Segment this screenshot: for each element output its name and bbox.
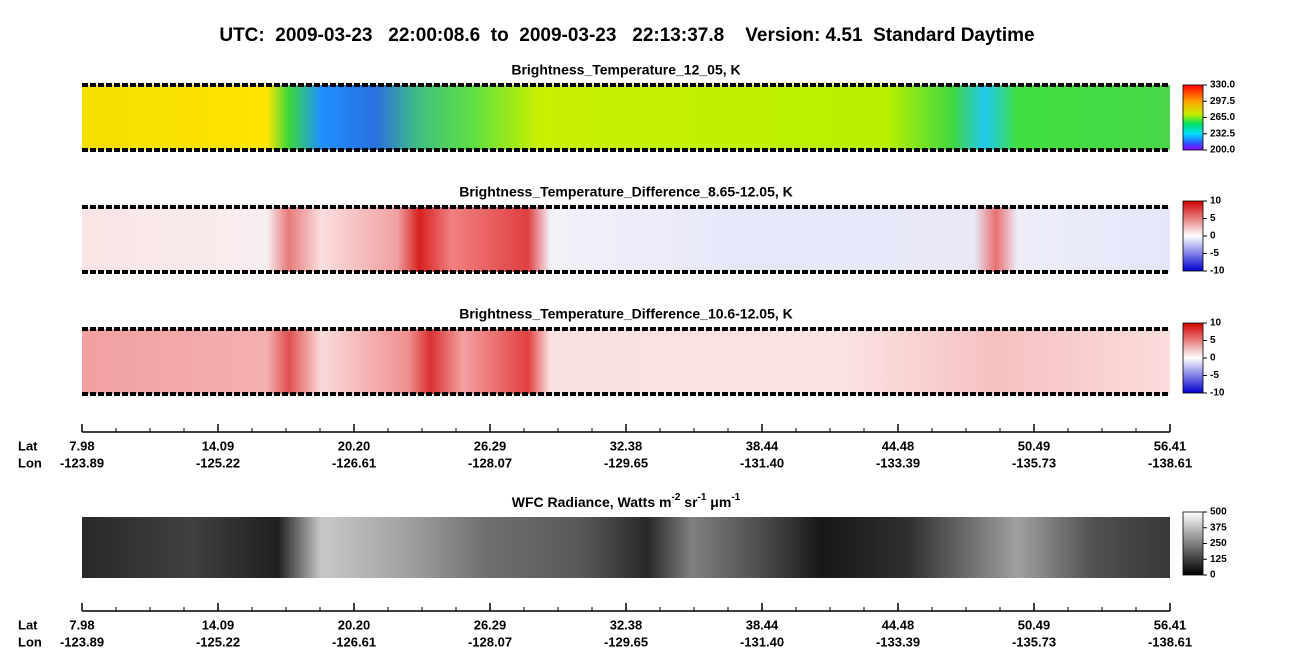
panel-title: Brightness_Temperature_12_05, K — [511, 62, 740, 78]
lat-label: 26.29 — [474, 438, 507, 453]
lon-label: -138.61 — [1148, 455, 1192, 470]
colorbar-label: 5 — [1210, 213, 1216, 224]
page-title: UTC: 2009-03-23 22:00:08.6 to 2009-03-23… — [219, 25, 1034, 46]
axis-label: Lon — [18, 455, 42, 470]
colorbar-label: -10 — [1210, 388, 1225, 399]
colorbar-label: 375 — [1210, 522, 1227, 533]
lon-label: -128.07 — [468, 634, 512, 649]
lat-label: 38.44 — [746, 617, 779, 632]
lat-label: 26.29 — [474, 617, 507, 632]
lat-label: 7.98 — [69, 438, 94, 453]
lon-label: -131.40 — [740, 634, 784, 649]
title-part: WFC Radiance, Watts m — [512, 494, 672, 510]
colorbar-label: 250 — [1210, 538, 1227, 549]
lat-label: 20.20 — [338, 438, 371, 453]
colorbar-label: 125 — [1210, 554, 1227, 565]
colorbar — [1182, 84, 1204, 151]
title-part: -1 — [731, 492, 740, 503]
colorbar-label: 200.0 — [1210, 145, 1235, 156]
title-part: μm — [706, 494, 731, 510]
title-part: sr — [680, 494, 698, 510]
lat-label: 44.48 — [882, 438, 915, 453]
colorbar-label: 330.0 — [1210, 80, 1235, 91]
colorbar-label: 10 — [1210, 318, 1222, 329]
lat-label: 50.49 — [1018, 438, 1051, 453]
lon-label: -125.22 — [196, 634, 240, 649]
colorbar-label: 265.0 — [1210, 112, 1235, 123]
lon-label: -123.89 — [60, 634, 104, 649]
lon-label: -135.73 — [1012, 634, 1056, 649]
panel-title: WFC Radiance, Watts m-2 sr-1 μm-1 — [512, 492, 741, 510]
colorbar-label: 0 — [1210, 231, 1216, 242]
swath-image — [82, 329, 1170, 394]
axis-label: Lat — [18, 617, 38, 632]
colorbar-label: 232.5 — [1210, 128, 1235, 139]
colorbar-label: 10 — [1210, 196, 1222, 207]
lat-label: 44.48 — [882, 617, 915, 632]
lon-label: -138.61 — [1148, 634, 1192, 649]
colorbar-label: 0 — [1210, 353, 1216, 364]
colorbar-label: -5 — [1210, 370, 1219, 381]
lon-label: -129.65 — [604, 634, 648, 649]
lon-label: -126.61 — [332, 455, 376, 470]
panel-title: Brightness_Temperature_Difference_10.6-1… — [459, 306, 793, 322]
lon-label: -123.89 — [60, 455, 104, 470]
colorbar-label: 5 — [1210, 335, 1216, 346]
lon-label: -125.22 — [196, 455, 240, 470]
lat-label: 56.41 — [1154, 617, 1187, 632]
swath-image — [82, 207, 1170, 272]
colorbar-label: -5 — [1210, 248, 1219, 259]
lat-label: 50.49 — [1018, 617, 1051, 632]
lat-label: 7.98 — [69, 617, 94, 632]
axis-label: Lon — [18, 634, 42, 649]
lon-label: -131.40 — [740, 455, 784, 470]
swath-image — [82, 517, 1170, 578]
colorbar — [1182, 511, 1204, 576]
colorbar-label: 500 — [1210, 507, 1227, 518]
colorbar-label: 297.5 — [1210, 96, 1235, 107]
lon-label: -133.39 — [876, 455, 920, 470]
colorbar — [1182, 200, 1204, 272]
axis-label: Lat — [18, 438, 38, 453]
title-part: -2 — [671, 492, 680, 503]
lon-label: -135.73 — [1012, 455, 1056, 470]
lat-label: 14.09 — [202, 438, 235, 453]
lon-label: -128.07 — [468, 455, 512, 470]
lon-label: -129.65 — [604, 455, 648, 470]
lon-label: -126.61 — [332, 634, 376, 649]
lat-label: 32.38 — [610, 438, 643, 453]
swath-image — [82, 85, 1170, 150]
lat-label: 32.38 — [610, 617, 643, 632]
panel-title: Brightness_Temperature_Difference_8.65-1… — [459, 184, 793, 200]
lat-label: 20.20 — [338, 617, 371, 632]
title-part: -1 — [698, 492, 707, 503]
lat-label: 56.41 — [1154, 438, 1187, 453]
lon-label: -133.39 — [876, 634, 920, 649]
colorbar-label: -10 — [1210, 266, 1225, 277]
lat-label: 14.09 — [202, 617, 235, 632]
colorbar-label: 0 — [1210, 570, 1216, 581]
colorbar — [1182, 322, 1204, 394]
lat-label: 38.44 — [746, 438, 779, 453]
